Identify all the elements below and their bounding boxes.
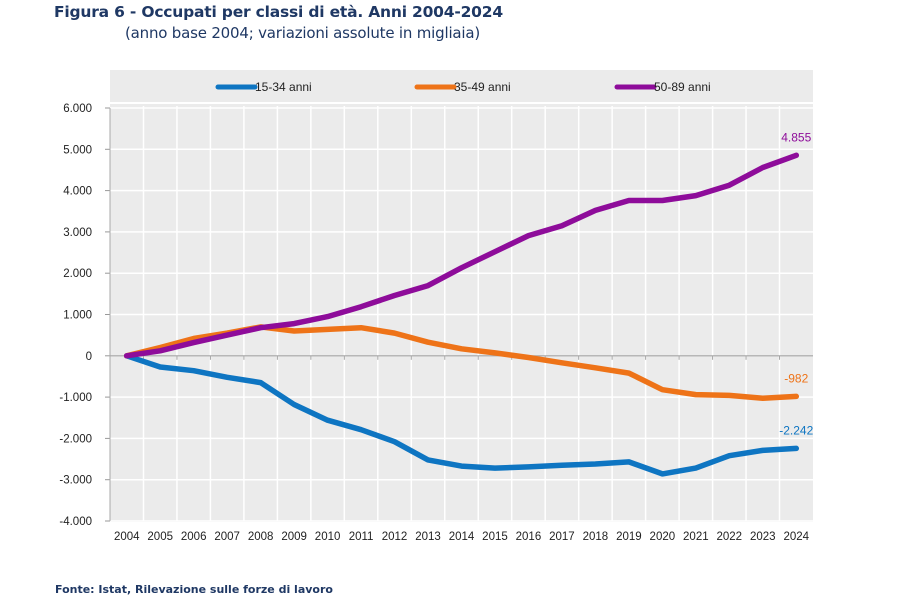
x-tick-label: 2020 [650, 531, 676, 543]
y-tick-label: 1.000 [63, 310, 92, 322]
x-tick-label: 2007 [214, 531, 240, 543]
x-tick-label: 2019 [616, 531, 642, 543]
end-label: 4.855 [781, 130, 811, 144]
x-tick-label: 2004 [114, 531, 140, 543]
y-axis-labels: 6.000 5.000 4.000 3.000 2.000 1.000 0 -1.000 -2.… [59, 103, 92, 528]
legend: 15-34 anni 35-49 anni 50-89 anni [215, 80, 711, 94]
y-tick-label: 2.000 [63, 268, 92, 280]
x-axis-labels: 2004 2005 2006 2007 2008 2009 2010 2011 2012 2013… [114, 531, 810, 543]
x-tick-label: 2023 [750, 531, 776, 543]
end-label: -982 [784, 371, 808, 385]
x-tick-label: 2015 [482, 531, 508, 543]
x-tick-label: 2011 [349, 531, 374, 543]
x-tick-label: 2009 [281, 531, 307, 543]
x-tick-label: 2006 [181, 531, 207, 543]
x-tick-label: 2018 [583, 531, 609, 543]
x-tick-label: 2016 [516, 531, 542, 543]
y-tick-label: -4.000 [59, 516, 92, 528]
figure-title: Figura 6 - Occupati per classi di età. A… [54, 3, 503, 21]
figure-subtitle: (anno base 2004; variazioni assolute in … [125, 24, 481, 42]
y-tick-label: 0 [86, 351, 92, 363]
chart-background [110, 70, 813, 522]
y-tick-label: 5.000 [63, 144, 92, 156]
x-tick-label: 2005 [147, 531, 173, 543]
x-tick-label: 2010 [315, 531, 341, 543]
y-tick-label: 6.000 [63, 103, 92, 115]
y-tick-label: 4.000 [63, 186, 92, 198]
series-line-50-89-anni [123, 152, 800, 359]
legend-label: 15-34 anni [255, 80, 312, 94]
x-tick-label: 2022 [717, 531, 743, 543]
series-line-15-34-anni [123, 353, 800, 477]
x-tick-label: 2024 [783, 531, 809, 543]
y-tick-label: 3.000 [63, 227, 92, 239]
series-lines [123, 152, 800, 477]
x-tick-label: 2008 [248, 531, 274, 543]
x-tick-label: 2012 [382, 531, 408, 543]
x-tick-label: 2021 [683, 531, 709, 543]
y-tick-label: -2.000 [59, 433, 92, 445]
end-label: -2.242 [779, 423, 813, 437]
x-tick-label: 2017 [549, 531, 575, 543]
x-tick-label: 2014 [449, 531, 475, 543]
y-tick-label: -1.000 [59, 392, 92, 404]
y-tick-label: -3.000 [59, 475, 92, 487]
legend-label: 35-49 anni [454, 80, 511, 94]
source-note: Fonte: Istat, Rilevazione sulle forze di… [55, 583, 333, 596]
end-value-labels: -2.242 -982 4.855 [779, 130, 813, 437]
x-tick-label: 2013 [415, 531, 441, 543]
legend-label: 50-89 anni [654, 80, 711, 94]
